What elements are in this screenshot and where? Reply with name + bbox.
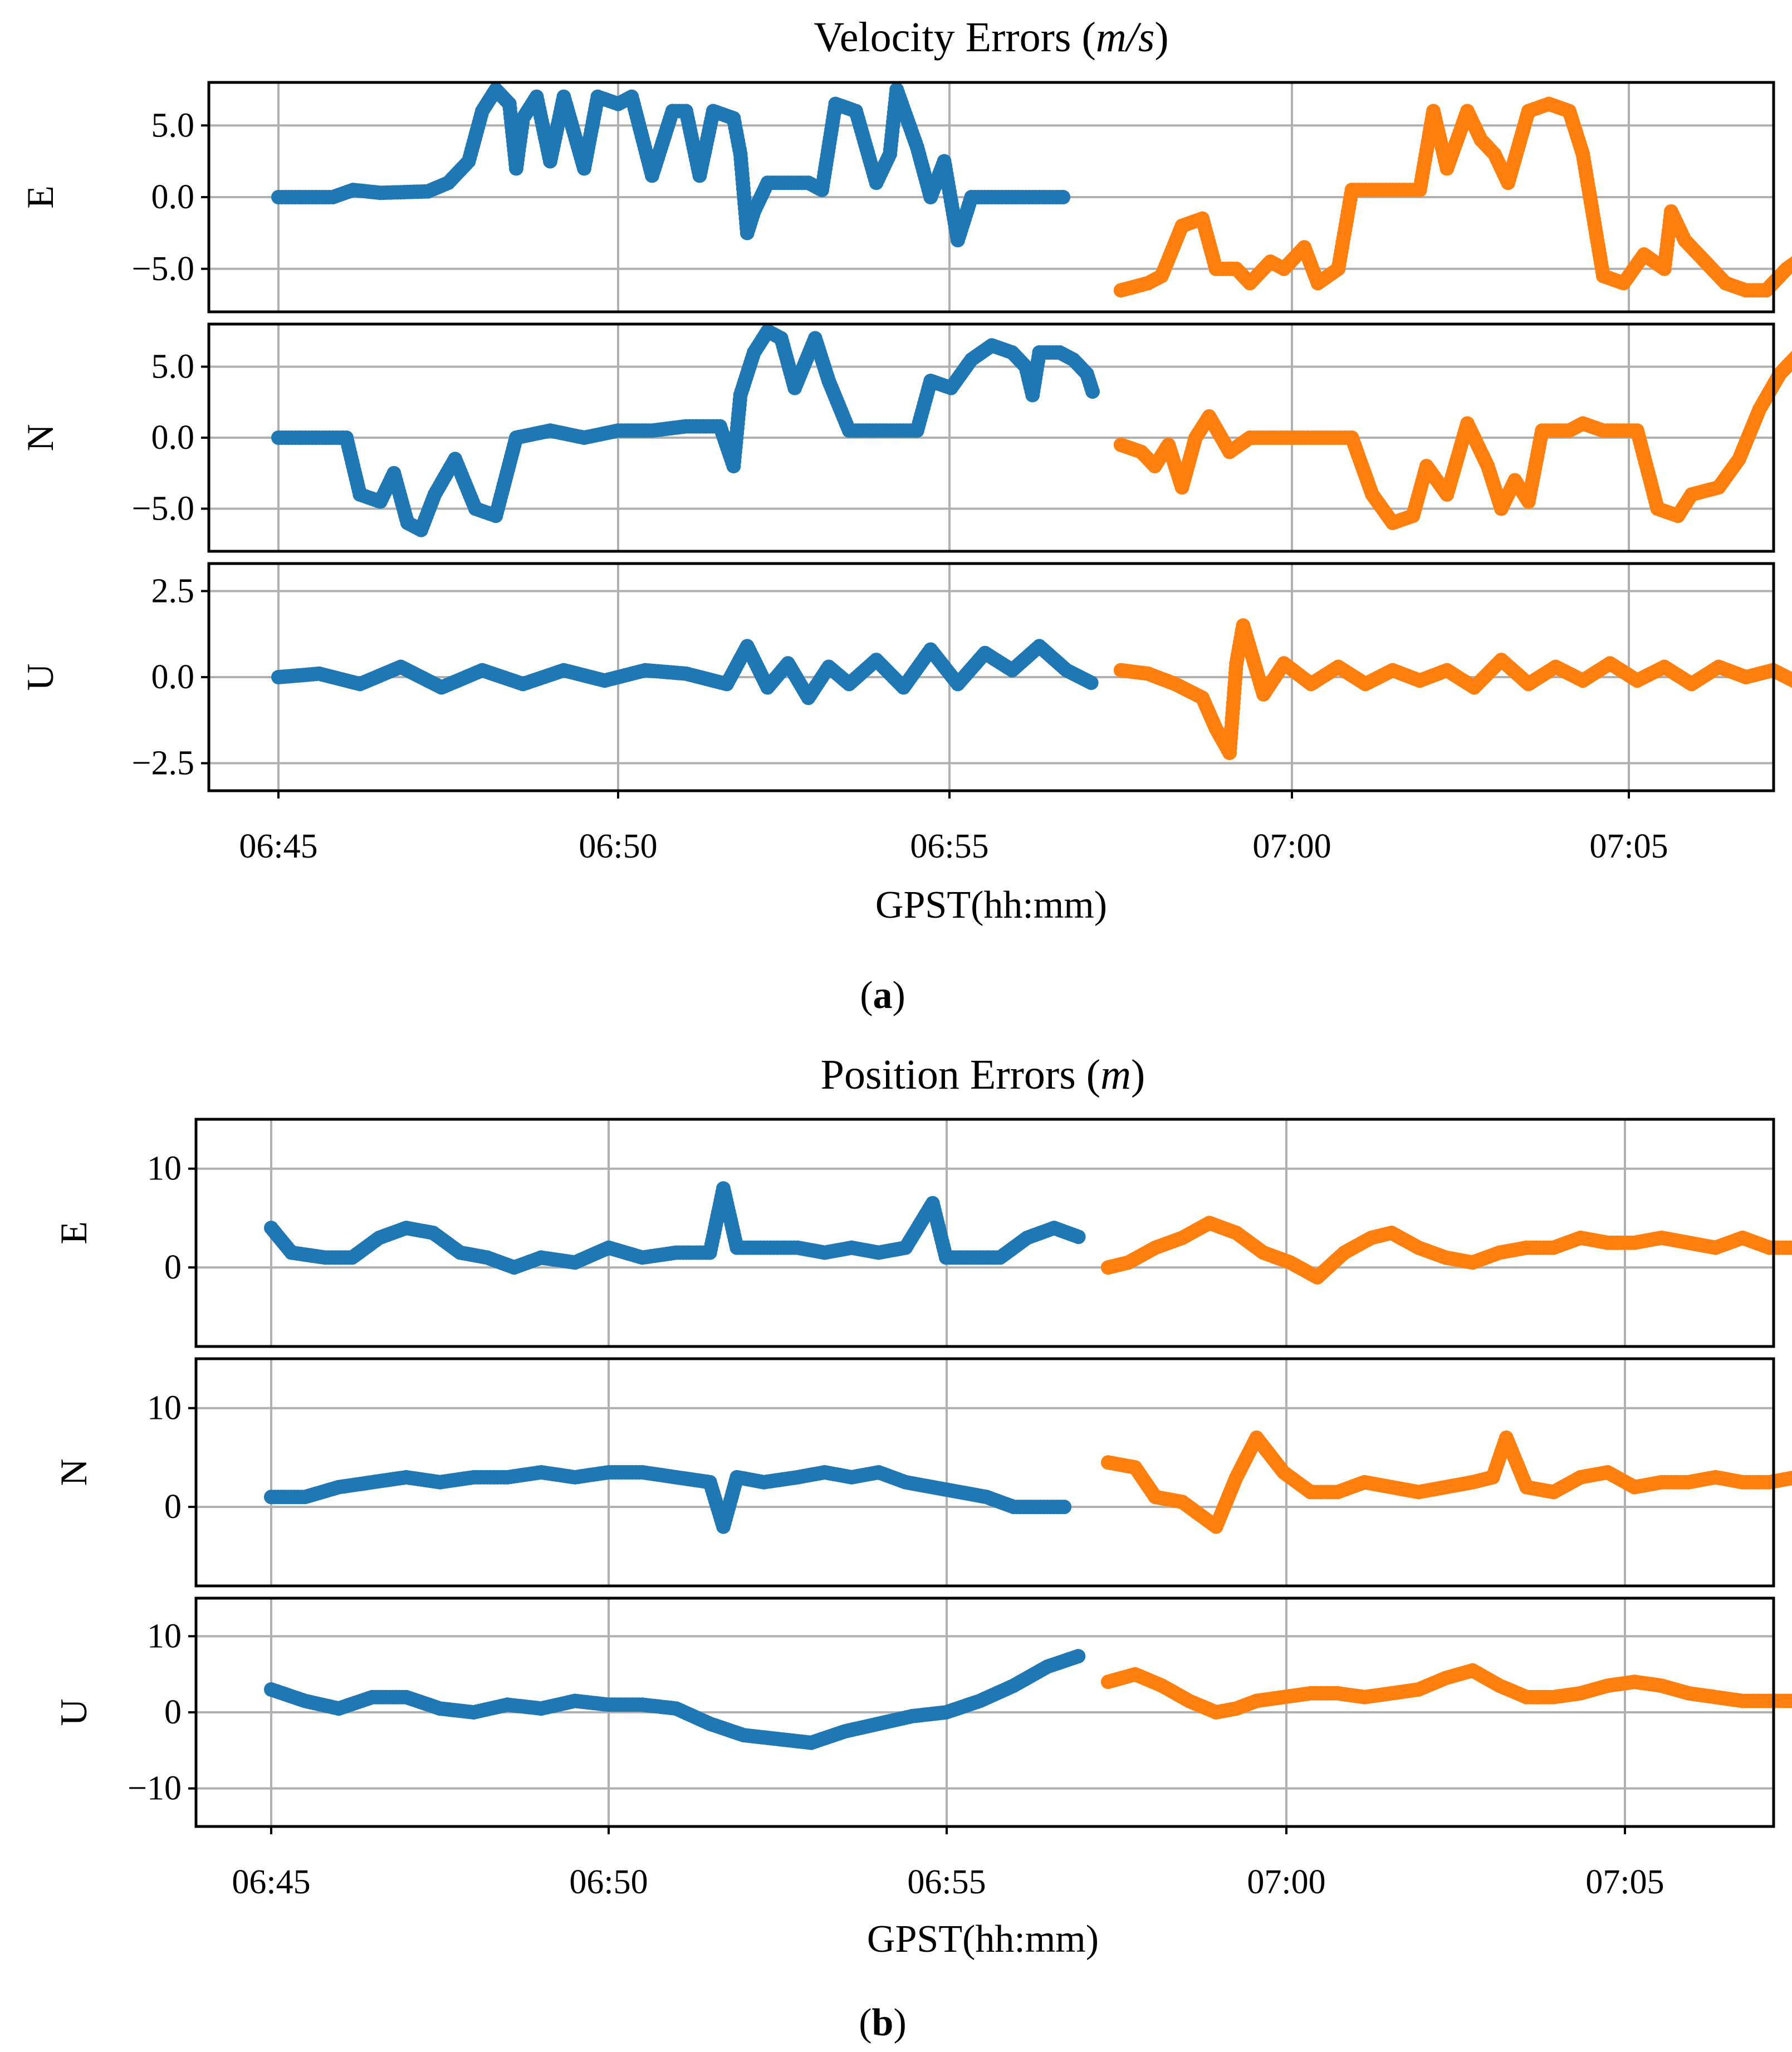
velocity-chart-title: Velocity Errors (m/s) [814,14,1168,61]
velocity-y-axis-label: U [19,663,61,690]
position-x-tick-labels: 06:45 06:50 06:55 07:00 07:05 [232,1863,1664,1901]
position-x-axis-label: GPST(hh:mm) [867,1918,1099,1961]
position-y-tick-label: 0 [164,1693,182,1731]
velocity-point-series-1 [1084,675,1099,690]
velocity-y-axis-label: N [19,424,61,451]
position-point-series-1 [1071,1649,1086,1664]
velocity-y-tick-label: −5.0 [132,490,194,528]
velocity-panel-frame [207,322,1775,553]
position-x-tick-label: 06:45 [232,1863,310,1901]
velocity-panel-e: 5.0 0.0 −5.0 E [19,81,1792,314]
position-y-tick-label: 10 [147,1150,182,1188]
velocity-x-tick-label: 07:05 [1589,827,1668,865]
velocity-x-axis-label: GPST(hh:mm) [875,884,1107,927]
position-y-axis-label: N [52,1458,95,1486]
position-point-series-1 [1071,1230,1086,1245]
velocity-x-tick-label: 07:00 [1252,827,1331,865]
velocity-y-tick-label: 5.0 [151,348,195,386]
velocity-y-tick-label: −2.5 [132,745,194,782]
position-point-series-2 [1789,1695,1792,1707]
velocity-panel-u: 2.5 0.0 −2.5 U [19,562,1792,799]
position-point-series-1 [1057,1500,1072,1515]
position-x-tick-label: 06:55 [907,1863,986,1901]
velocity-y-axis-label: E [19,185,61,209]
position-panel-n: 10 0 N [52,1357,1792,1588]
position-chart-title: Position Errors (m) [821,1051,1145,1098]
position-x-tick-label: 07:05 [1585,1863,1664,1901]
position-y-tick-label: 10 [147,1617,182,1655]
position-y-tick-label: 10 [147,1389,182,1427]
position-y-axis-label: E [52,1221,95,1245]
velocity-x-tick-label: 06:55 [910,827,988,865]
position-y-tick-label: 0 [164,1488,182,1526]
position-y-axis-label: U [52,1698,95,1726]
velocity-point-series-1 [1085,384,1100,399]
velocity-y-tick-label: 0.0 [151,419,195,457]
position-x-tick-label: 07:00 [1247,1863,1325,1901]
position-x-tick-label: 06:50 [569,1863,648,1901]
position-y-tick-label: 0 [164,1248,182,1286]
velocity-y-tick-label: 5.0 [151,106,195,144]
position-panel-frame [194,1357,1775,1588]
velocity-point-series-2 [1790,678,1792,687]
position-panel-frame [194,1118,1775,1348]
velocity-point-series-1 [1056,190,1071,204]
position-y-tick-label: −10 [128,1770,182,1808]
velocity-x-tick-label: 06:45 [239,827,317,865]
velocity-panel-frame [207,562,1775,792]
position-point-series-2 [1789,1242,1792,1253]
velocity-y-tick-label: 2.5 [151,572,195,610]
velocity-panel-frame [207,81,1775,314]
velocity-x-tick-labels: 06:45 06:50 06:55 07:00 07:05 [239,827,1668,865]
velocity-x-tick-label: 06:50 [579,827,657,865]
position-panel-e: 10 0 E [52,1118,1792,1348]
caption-a: (a) [860,974,905,1017]
velocity-point-series-2 [1790,257,1792,265]
position-point-series-2 [1789,1471,1792,1483]
position-panel-frame [194,1596,1775,1828]
velocity-y-tick-label: 0.0 [151,178,195,216]
velocity-panel-n: 5.0 0.0 −5.0 N [19,322,1792,553]
velocity-y-tick-label: −5.0 [132,250,194,288]
velocity-y-tick-label: 0.0 [151,658,195,696]
caption-b: (b) [859,2001,907,2044]
position-panel-u: 10 0 −10 U [52,1596,1792,1834]
